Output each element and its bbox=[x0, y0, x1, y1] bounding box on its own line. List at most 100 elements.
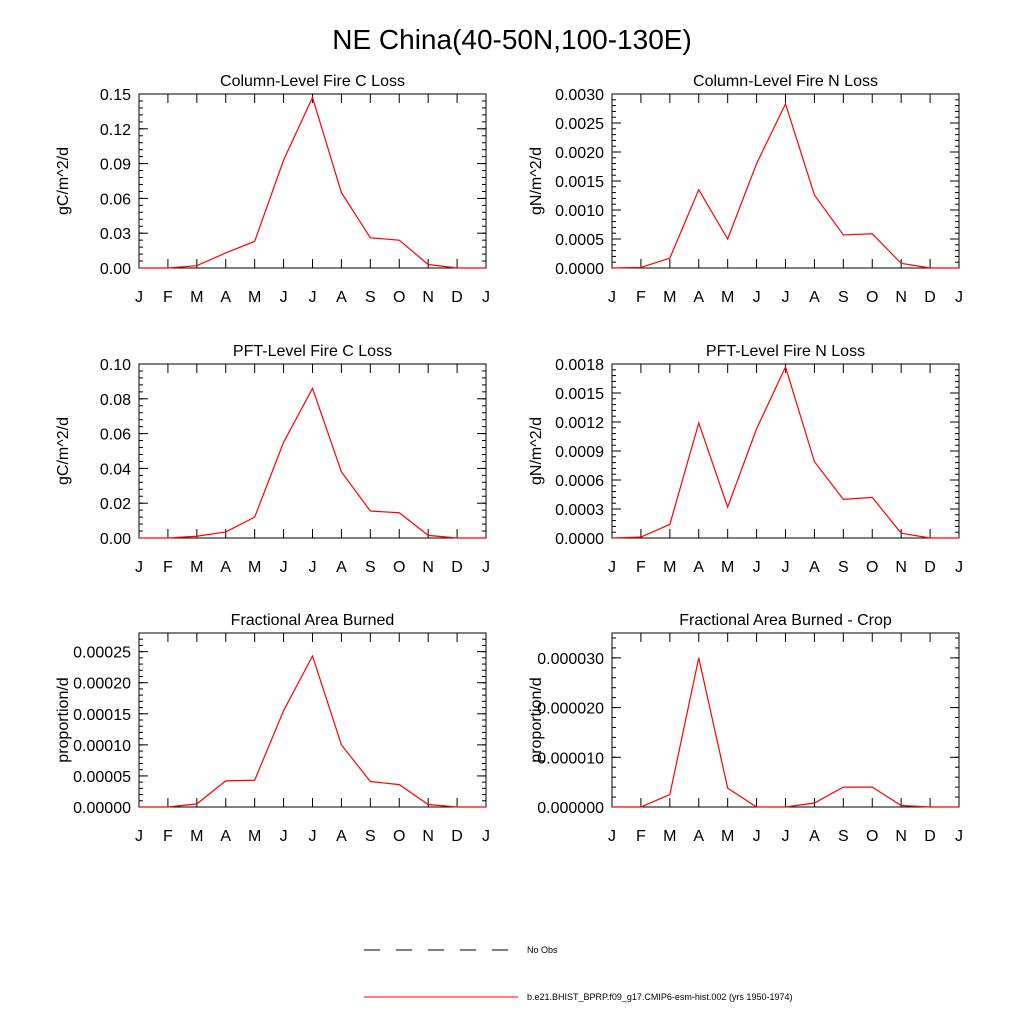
x-tick-label: J bbox=[608, 289, 616, 306]
plot-frame bbox=[611, 93, 960, 269]
x-tick-label: M bbox=[190, 289, 203, 306]
plot-frame bbox=[138, 93, 487, 269]
x-tick-label: J bbox=[782, 828, 790, 845]
x-tick-label: J bbox=[955, 559, 963, 576]
x-tick-label: J bbox=[135, 828, 143, 845]
x-tick-label: D bbox=[924, 559, 936, 576]
panel-title: Fractional Area Burned bbox=[231, 612, 395, 629]
y-tick-label: 0.00 bbox=[100, 531, 131, 548]
x-tick-label: F bbox=[163, 289, 173, 306]
y-tick-label: 0.00 bbox=[100, 261, 131, 278]
x-tick-label: J bbox=[280, 289, 288, 306]
plot-frame bbox=[611, 632, 960, 808]
x-tick-label: J bbox=[608, 559, 616, 576]
x-tick-label: J bbox=[753, 828, 761, 845]
x-tick-label: D bbox=[924, 289, 936, 306]
y-tick-label: 0.000010 bbox=[537, 750, 604, 767]
x-tick-label: N bbox=[895, 828, 907, 845]
x-tick-label: O bbox=[866, 828, 878, 845]
x-tick-label: O bbox=[866, 559, 878, 576]
legend-label: No Obs bbox=[527, 945, 558, 955]
panel-6: Fractional Area Burned - Crop proportion/… bbox=[528, 612, 963, 845]
y-tick-label: 0.00020 bbox=[73, 676, 131, 693]
x-tick-label: D bbox=[924, 828, 936, 845]
x-tick-label: S bbox=[838, 828, 849, 845]
x-tick-label: D bbox=[451, 289, 463, 306]
x-tick-label: A bbox=[336, 828, 347, 845]
y-tick-label: 0.000020 bbox=[537, 701, 604, 718]
y-tick-label: 0.0006 bbox=[555, 473, 604, 490]
x-tick-label: J bbox=[955, 289, 963, 306]
x-tick-label: J bbox=[482, 289, 490, 306]
y-tick-label: 0.000000 bbox=[537, 800, 604, 817]
panel-title: PFT-Level Fire C Loss bbox=[233, 343, 392, 360]
panel-title: Column-Level Fire C Loss bbox=[220, 73, 405, 90]
legend-label: b.e21.BHIST_BPRP.f09_g17.CMIP6-esm-hist.… bbox=[527, 992, 792, 1002]
plot-frame bbox=[611, 363, 960, 539]
x-tick-label: F bbox=[163, 559, 173, 576]
x-tick-label: J bbox=[608, 828, 616, 845]
x-tick-label: J bbox=[955, 828, 963, 845]
x-tick-label: S bbox=[365, 559, 376, 576]
y-tick-label: 0.00010 bbox=[73, 738, 131, 755]
x-tick-label: M bbox=[721, 828, 734, 845]
x-tick-label: O bbox=[866, 289, 878, 306]
y-tick-label: 0.06 bbox=[100, 191, 131, 208]
series-line bbox=[612, 657, 959, 808]
y-tick-label: 0.00005 bbox=[73, 769, 131, 786]
x-tick-label: M bbox=[248, 828, 261, 845]
x-tick-label: M bbox=[721, 559, 734, 576]
panel-title: Fractional Area Burned - Crop bbox=[679, 612, 892, 629]
x-tick-label: M bbox=[248, 289, 261, 306]
x-tick-label: A bbox=[220, 828, 231, 845]
x-tick-label: A bbox=[809, 828, 820, 845]
y-axis-label: proportion/d bbox=[528, 677, 545, 762]
x-tick-label: J bbox=[782, 559, 790, 576]
y-tick-label: 0.0012 bbox=[555, 415, 604, 432]
y-tick-label: 0.0030 bbox=[555, 87, 604, 104]
x-tick-label: J bbox=[753, 289, 761, 306]
y-tick-label: 0.00000 bbox=[73, 800, 131, 817]
x-tick-label: D bbox=[451, 559, 463, 576]
panel-title: PFT-Level Fire N Loss bbox=[706, 343, 865, 360]
x-tick-label: A bbox=[693, 289, 704, 306]
panel-title: Column-Level Fire N Loss bbox=[693, 73, 878, 90]
x-tick-label: A bbox=[809, 559, 820, 576]
y-tick-label: 0.06 bbox=[100, 427, 131, 444]
x-tick-label: J bbox=[135, 289, 143, 306]
figure-title: NE China(40-50N,100-130E) bbox=[332, 24, 692, 55]
y-tick-label: 0.0015 bbox=[555, 174, 604, 191]
legend: No Obs b.e21.BHIST_BPRP.f09_g17.CMIP6-esm… bbox=[364, 945, 792, 1002]
x-tick-label: N bbox=[422, 559, 434, 576]
x-tick-label: N bbox=[895, 559, 907, 576]
y-tick-label: 0.0000 bbox=[555, 531, 604, 548]
x-tick-label: O bbox=[393, 559, 405, 576]
x-tick-label: S bbox=[365, 289, 376, 306]
x-tick-label: J bbox=[309, 828, 317, 845]
x-tick-label: M bbox=[190, 828, 203, 845]
series-line bbox=[139, 386, 486, 539]
x-tick-label: J bbox=[309, 289, 317, 306]
y-tick-label: 0.02 bbox=[100, 496, 131, 513]
y-tick-label: 0.12 bbox=[100, 122, 131, 139]
y-tick-label: 0.09 bbox=[100, 157, 131, 174]
x-tick-label: M bbox=[663, 289, 676, 306]
series-line bbox=[611, 365, 959, 539]
x-tick-label: S bbox=[365, 828, 376, 845]
x-tick-label: N bbox=[422, 828, 434, 845]
y-axis-label: gN/m^2/d bbox=[528, 417, 545, 485]
y-tick-label: 0.00025 bbox=[73, 645, 131, 662]
x-tick-label: M bbox=[190, 559, 203, 576]
x-tick-label: A bbox=[336, 289, 347, 306]
x-tick-label: M bbox=[663, 559, 676, 576]
y-tick-label: 0.0005 bbox=[555, 232, 604, 249]
series-line bbox=[611, 102, 959, 269]
y-axis-label: gC/m^2/d bbox=[55, 147, 72, 215]
y-tick-label: 0.0000 bbox=[555, 261, 604, 278]
x-tick-label: F bbox=[163, 828, 173, 845]
